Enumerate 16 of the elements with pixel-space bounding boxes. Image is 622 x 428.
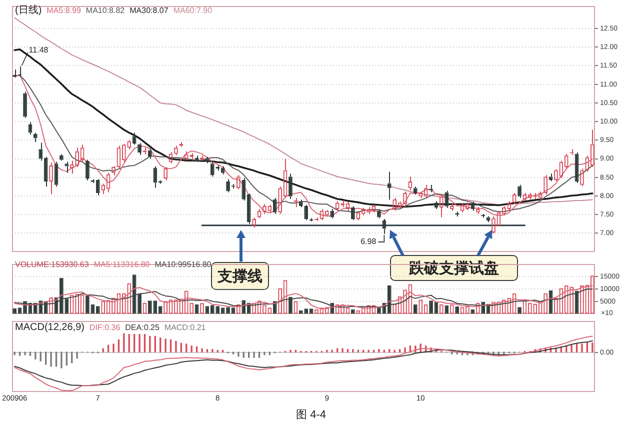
text: DIF:0.36 xyxy=(89,323,120,332)
chart-title: (日线) xyxy=(15,5,42,16)
text: MA5:8.99 xyxy=(46,6,81,15)
annotation: 11.48 xyxy=(28,46,49,55)
annotation: 6.98 xyxy=(360,237,377,246)
annotation: 支撑线 xyxy=(218,267,262,286)
series-label: VOLUME:153930.63 xyxy=(15,260,89,269)
text: MA10:99516.80 xyxy=(154,260,212,269)
text: MA30:8.07 xyxy=(130,6,168,15)
caption: 图 4-4 xyxy=(296,409,326,422)
text: MA10:8.82 xyxy=(86,6,125,15)
text: DEA:0.25 xyxy=(125,323,160,332)
chart-title: MACD(12,26,9) xyxy=(15,322,84,333)
text: MA60:7.90 xyxy=(173,6,212,15)
callout: 支撑线 xyxy=(211,262,269,290)
series-label: MACD:0.21 xyxy=(164,323,206,332)
